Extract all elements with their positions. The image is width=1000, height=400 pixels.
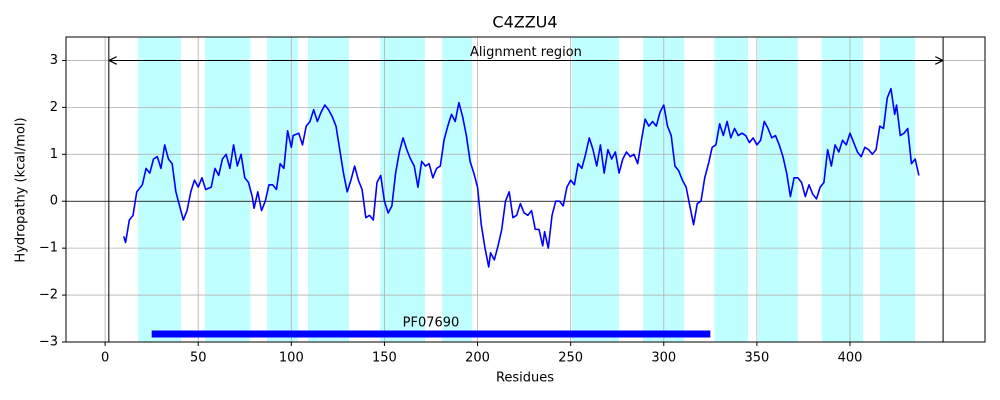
x-tick-label: 50	[190, 351, 207, 366]
x-tick-label: 200	[465, 351, 490, 366]
x-tick-label: 0	[101, 351, 109, 366]
region-band	[442, 37, 472, 342]
region-band	[205, 37, 251, 342]
plot-frame	[65, 36, 986, 343]
region-band	[308, 37, 350, 342]
region-band	[571, 37, 620, 342]
hydropathy-line	[122, 87, 920, 268]
y-tick-label: −2	[39, 288, 58, 303]
y-tick-label: 1	[50, 147, 58, 162]
y-tick-label: −3	[39, 335, 58, 350]
y-tick-label: 3	[50, 53, 58, 68]
x-tick-label: 300	[651, 351, 676, 366]
region-band	[879, 37, 915, 342]
y-tick-label: −1	[39, 241, 58, 256]
region-band	[267, 37, 299, 342]
alignment-label: Alignment region	[470, 45, 582, 60]
region-band	[821, 37, 864, 342]
x-tick-label: 150	[372, 351, 397, 366]
region-band	[714, 37, 748, 342]
y-tick-label: 2	[50, 100, 58, 115]
y-tick-label: 0	[50, 194, 58, 209]
chart-title: C4ZZU4	[492, 13, 557, 32]
region-band	[380, 37, 426, 342]
x-tick-label: 400	[838, 351, 863, 366]
y-axis-label: Hydropathy (kcal/mol)	[14, 117, 29, 262]
region-band	[138, 37, 182, 342]
x-tick-label: 350	[744, 351, 769, 366]
x-tick-label: 250	[558, 351, 583, 366]
x-tick-label: 100	[279, 351, 304, 366]
domain-label: PF07690	[403, 316, 460, 331]
x-axis-label: Residues	[496, 371, 554, 386]
